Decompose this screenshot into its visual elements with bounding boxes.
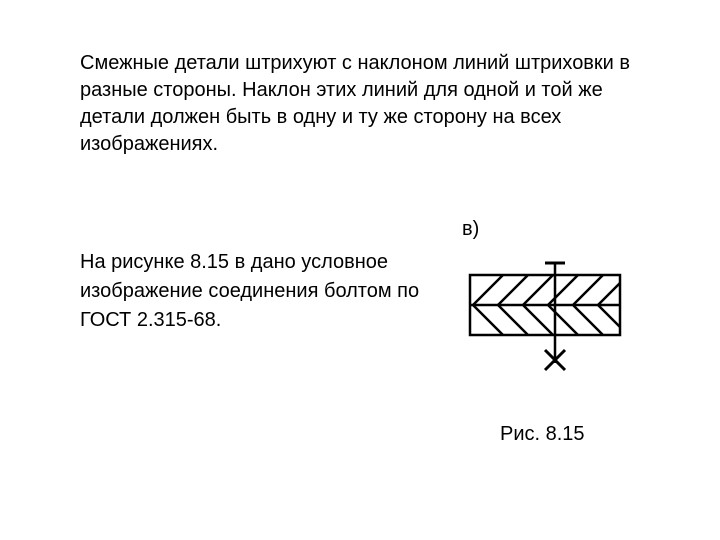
content-row: На рисунке 8.15 в дано условное изображе… [80, 218, 650, 446]
figure-caption: Рис. 8.15 [500, 423, 585, 446]
paragraph-1: Смежные детали штрихуют с наклоном линий… [80, 50, 650, 158]
paragraph-2: На рисунке 8.15 в дано условное изображе… [80, 218, 430, 335]
figure-column: в) Рис. 8.15 [460, 218, 650, 446]
figure-diagram [460, 245, 630, 395]
figure-label: в) [462, 218, 479, 241]
